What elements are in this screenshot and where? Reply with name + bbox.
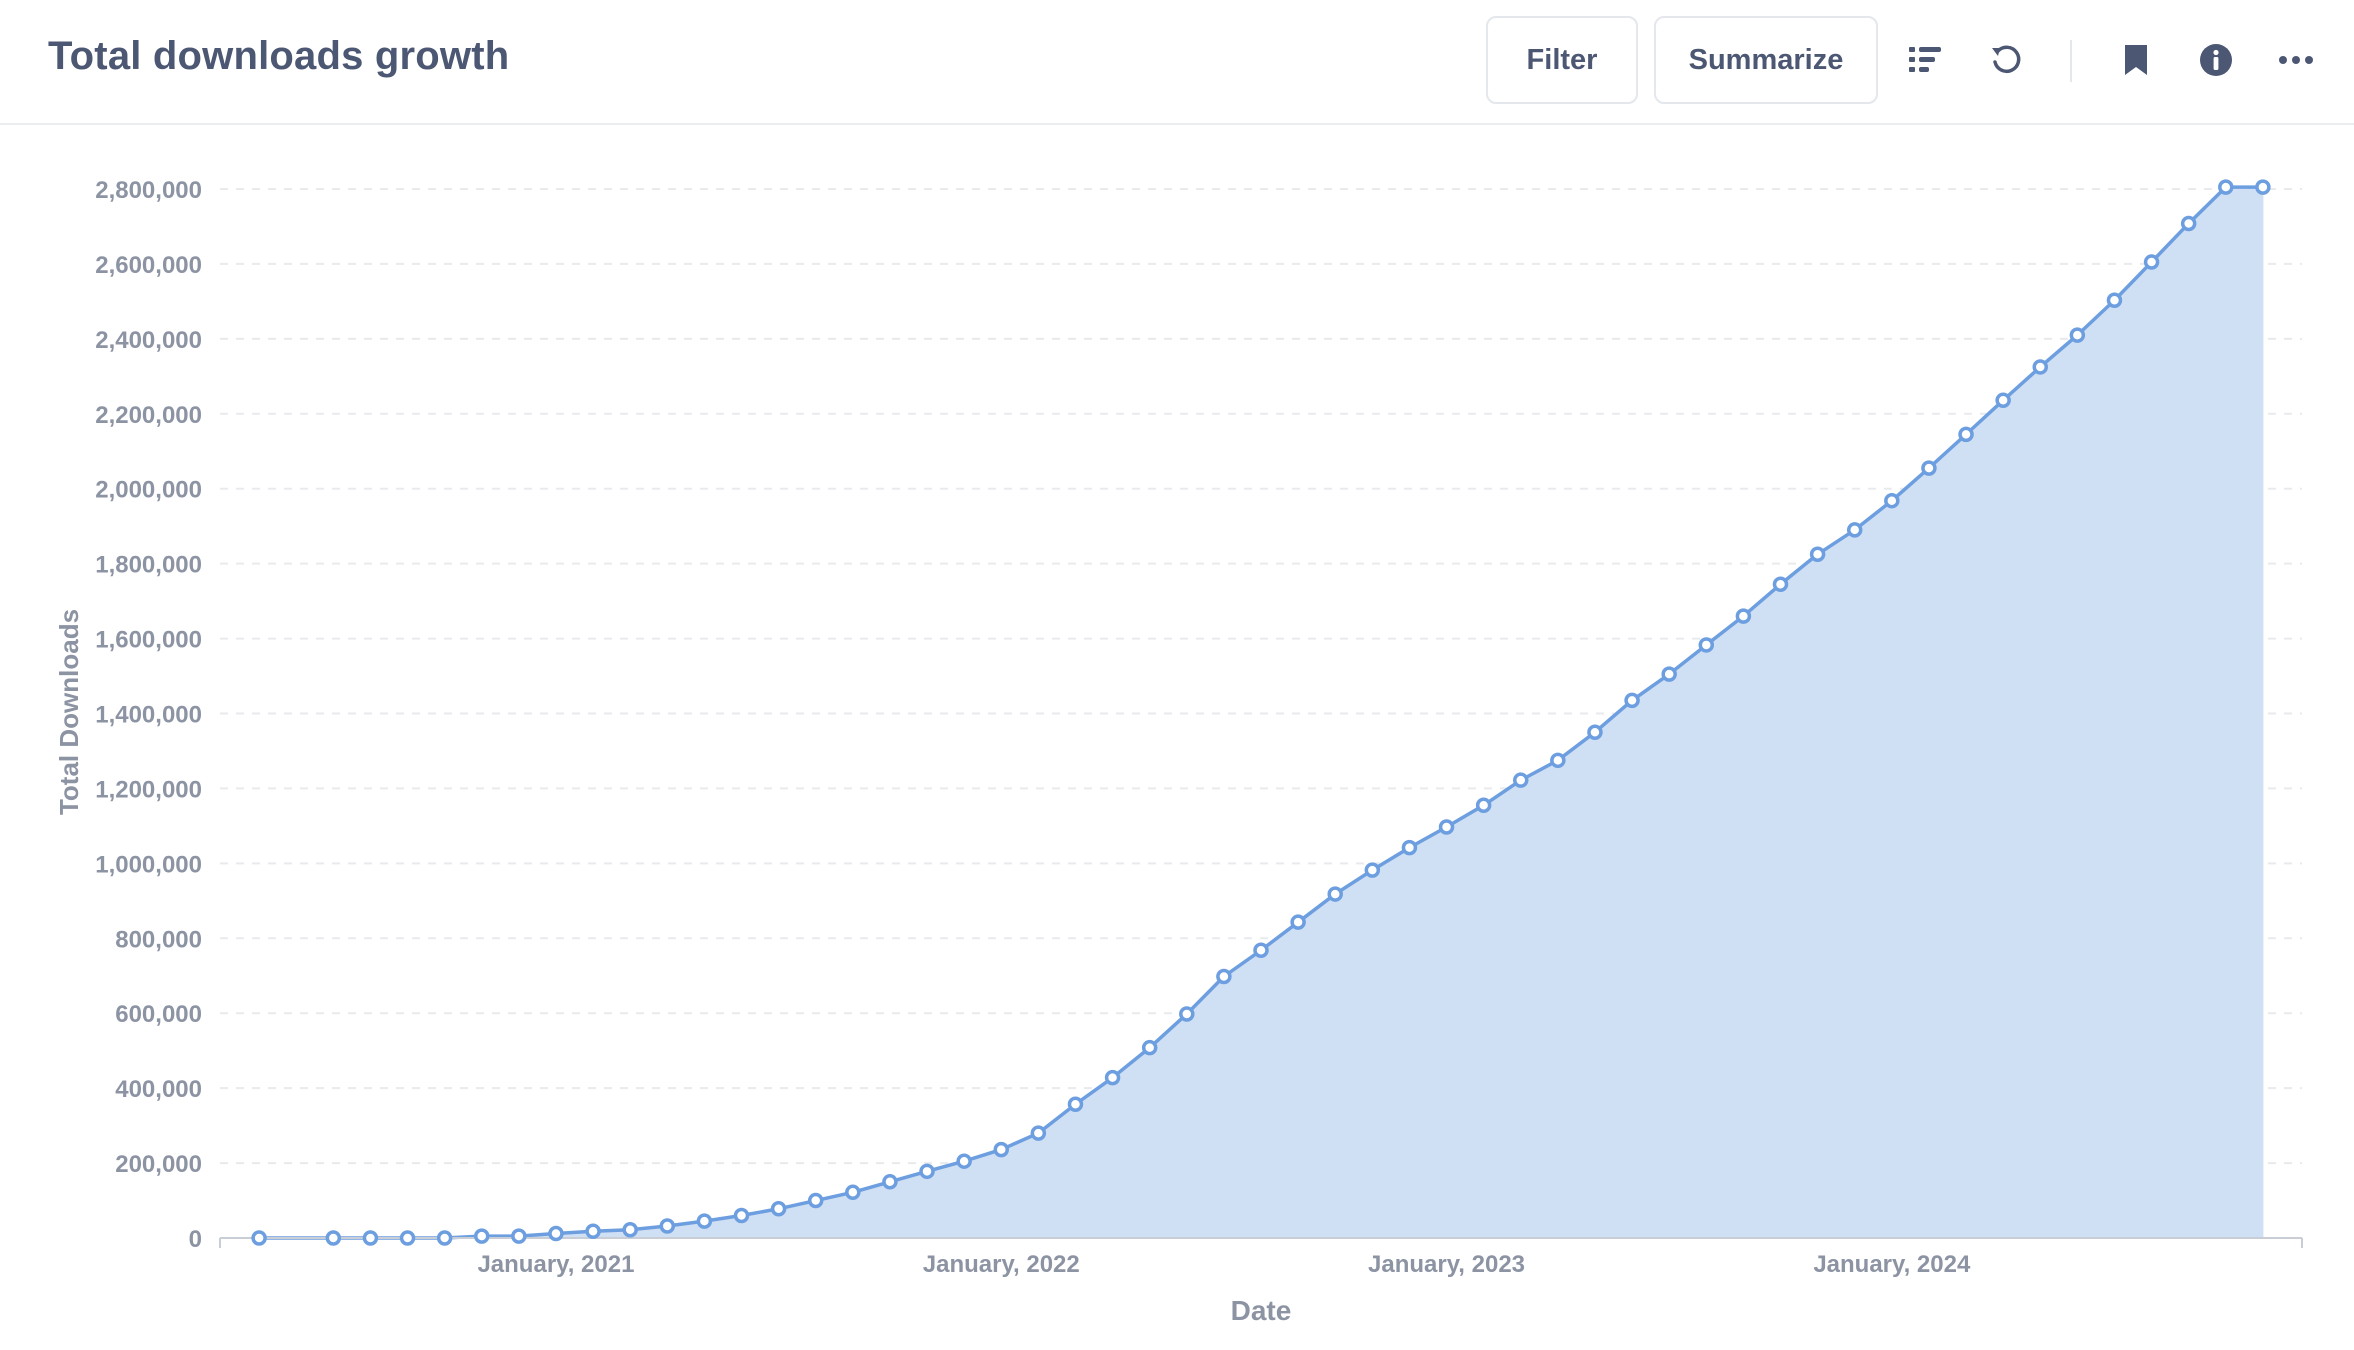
y-tick-label: 800,000: [115, 926, 202, 953]
axes: [219, 1237, 2303, 1248]
data-point[interactable]: [1735, 608, 1752, 624]
data-point[interactable]: [1846, 522, 1863, 538]
data-point[interactable]: [1475, 797, 1492, 814]
data-point[interactable]: [585, 1223, 601, 1240]
data-point[interactable]: [1364, 862, 1381, 878]
chart-title: Total downloads growth: [48, 34, 510, 78]
chart-header: Total downloads growth Filter Summarize: [0, 0, 2354, 125]
bookmark-icon[interactable]: [2106, 30, 2166, 90]
data-point[interactable]: [2106, 292, 2123, 309]
data-point[interactable]: [2180, 215, 2197, 232]
data-point[interactable]: [1216, 968, 1232, 985]
data-point[interactable]: [1958, 426, 1974, 443]
x-tick-label: January, 2024: [1813, 1251, 1971, 1278]
data-point[interactable]: [1513, 772, 1529, 788]
data-point[interactable]: [1884, 492, 1900, 509]
filter-button[interactable]: Filter: [1486, 16, 1638, 104]
y-tick-label: 2,000,000: [95, 477, 202, 504]
y-tick-label: 600,000: [115, 1001, 202, 1028]
data-point[interactable]: [1141, 1039, 1158, 1056]
data-point[interactable]: [659, 1218, 676, 1234]
x-axis-label: Date: [1231, 1295, 1292, 1326]
data-point[interactable]: [1550, 752, 1566, 769]
y-tick-label: 2,800,000: [95, 177, 202, 204]
y-tick-label: 1,800,000: [95, 552, 202, 579]
data-point[interactable]: [1698, 637, 1715, 653]
y-tick-label: 1,000,000: [95, 851, 202, 878]
list-icon[interactable]: [1896, 30, 1956, 90]
data-point[interactable]: [696, 1213, 713, 1229]
data-point[interactable]: [1104, 1069, 1121, 1086]
data-point[interactable]: [1179, 1006, 1195, 1022]
data-point[interactable]: [436, 1230, 453, 1246]
y-tick-label: 400,000: [115, 1076, 202, 1103]
y-axis-label: Total Downloads: [54, 609, 84, 815]
data-point[interactable]: [2218, 179, 2234, 195]
data-point[interactable]: [1587, 724, 1603, 740]
area-chart: 0 200,000 400,000 600,000 800,000 1,000,000 1,…: [54, 177, 2303, 1326]
data-point[interactable]: [1772, 576, 1789, 592]
x-tick-label: January, 2022: [923, 1251, 1080, 1278]
data-point[interactable]: [1809, 546, 1826, 563]
y-tick-label: 2,600,000: [95, 252, 202, 279]
y-tick-label: 2,400,000: [95, 327, 202, 354]
x-tick-labels: January, 2021 January, 2022 January, 2023 J…: [477, 1251, 1971, 1278]
more-icon[interactable]: [2266, 30, 2326, 90]
data-point[interactable]: [1253, 942, 1269, 959]
x-tick-label: January, 2021: [477, 1251, 634, 1278]
y-tick-label: 200,000: [115, 1151, 202, 1178]
data-point[interactable]: [511, 1228, 527, 1244]
y-tick-label: 2,200,000: [95, 402, 202, 429]
data-point[interactable]: [1067, 1096, 1084, 1113]
data-point[interactable]: [807, 1192, 824, 1209]
data-point[interactable]: [1921, 460, 1937, 476]
data-point[interactable]: [956, 1153, 972, 1169]
chart-area: 0 200,000 400,000 600,000 800,000 1,000,000 1,…: [0, 125, 2354, 1350]
data-point[interactable]: [2255, 179, 2271, 195]
summarize-button[interactable]: Summarize: [1654, 16, 1878, 104]
y-tick-labels: 0 200,000 400,000 600,000 800,000 1,000,000 1,…: [95, 177, 202, 1253]
header-divider: [2070, 40, 2072, 82]
y-tick-label: 1,400,000: [95, 702, 202, 729]
data-points: [251, 179, 2271, 1246]
data-point[interactable]: [733, 1207, 750, 1224]
data-point[interactable]: [548, 1225, 564, 1242]
data-point[interactable]: [1661, 666, 1677, 682]
data-point[interactable]: [1327, 886, 1343, 902]
data-point[interactable]: [2032, 359, 2048, 375]
data-point[interactable]: [770, 1201, 787, 1217]
area-fill: [259, 187, 2264, 1238]
data-point[interactable]: [2069, 327, 2086, 343]
data-point[interactable]: [845, 1184, 861, 1201]
data-point[interactable]: [1401, 839, 1418, 856]
data-point[interactable]: [399, 1230, 416, 1246]
data-point[interactable]: [622, 1222, 638, 1238]
data-point[interactable]: [882, 1174, 898, 1190]
y-tick-label: 1,200,000: [95, 776, 202, 803]
y-tick-label: 0: [189, 1226, 202, 1253]
series-area: [259, 187, 2263, 1238]
data-point[interactable]: [1290, 914, 1306, 930]
y-tick-label: 1,600,000: [95, 627, 202, 654]
data-point[interactable]: [474, 1228, 490, 1244]
data-point[interactable]: [2143, 254, 2160, 270]
data-point[interactable]: [251, 1230, 267, 1246]
data-point[interactable]: [1438, 819, 1455, 835]
x-tick-label: January, 2023: [1368, 1251, 1525, 1278]
data-point[interactable]: [325, 1230, 342, 1246]
data-point[interactable]: [1030, 1125, 1047, 1141]
data-point[interactable]: [993, 1141, 1009, 1158]
data-point[interactable]: [362, 1230, 379, 1246]
data-point[interactable]: [919, 1163, 935, 1180]
data-point[interactable]: [1624, 692, 1640, 709]
info-icon[interactable]: [2186, 30, 2246, 90]
refresh-icon[interactable]: [1976, 30, 2036, 90]
data-point[interactable]: [1995, 392, 2011, 409]
